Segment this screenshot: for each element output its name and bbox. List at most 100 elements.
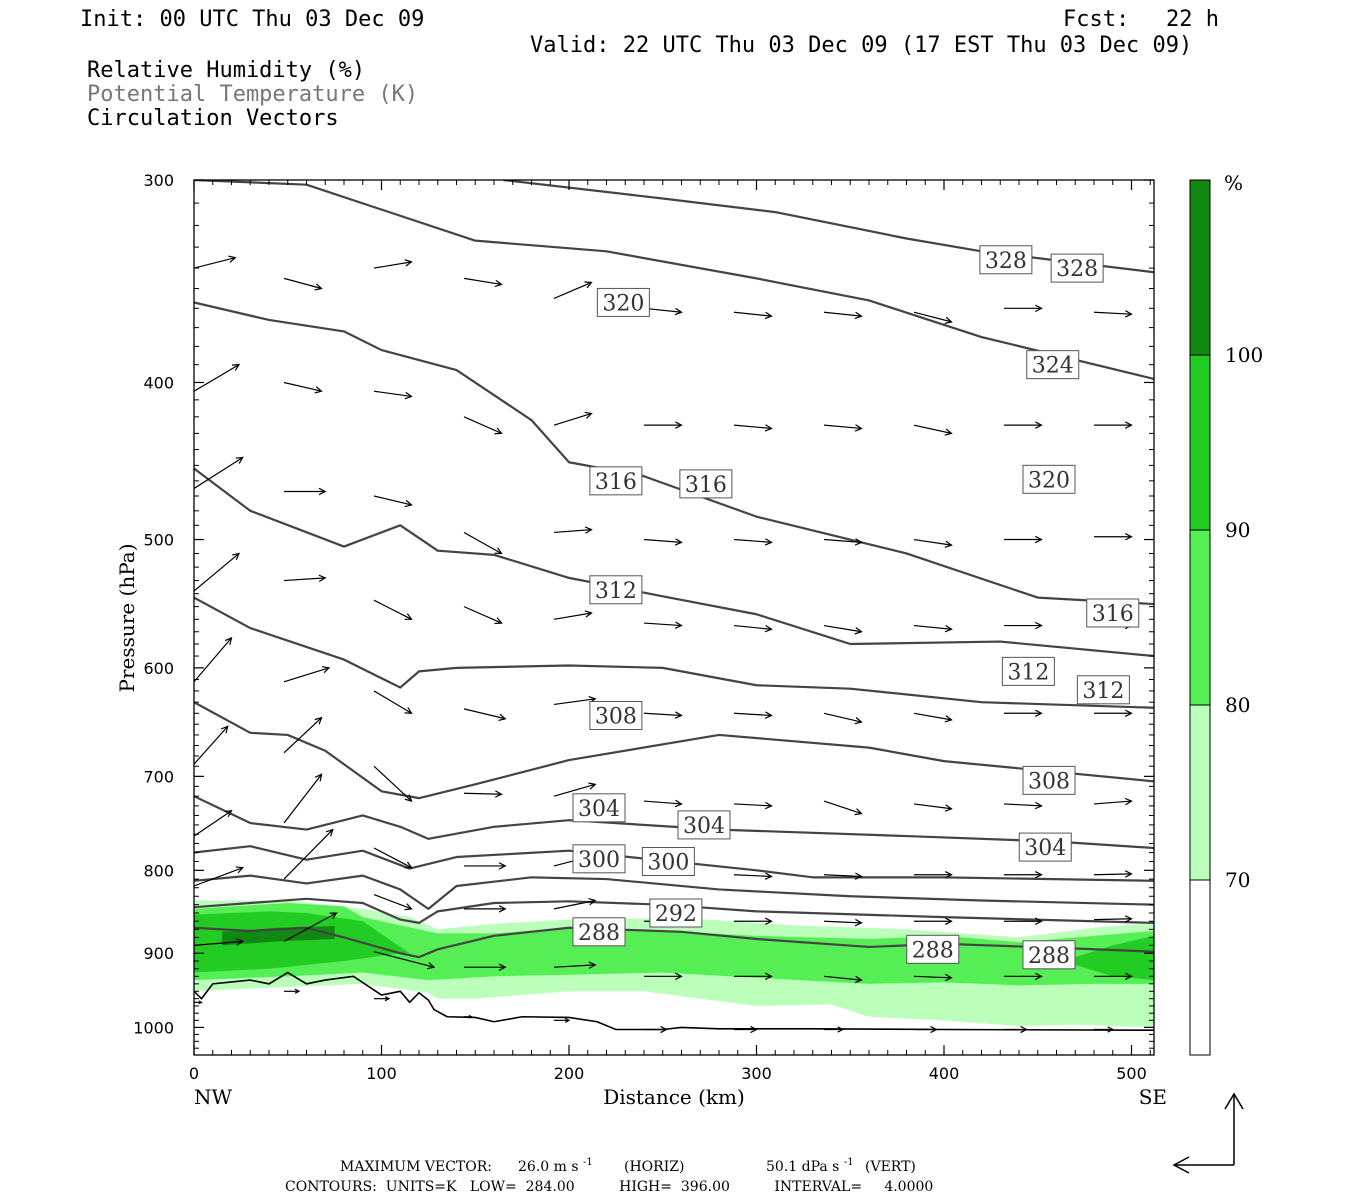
x-tick-label: 100 [366,1064,397,1083]
isentrope-324 [194,180,1154,381]
circulation-vector [733,711,773,719]
svg-text:312: 312 [595,579,637,604]
circulation-vector [283,381,323,394]
y-tick-label: 300 [143,171,174,190]
y-tick-label: 900 [143,944,174,963]
circulation-vector [1094,533,1133,541]
x-end-label-se: SE [1139,1085,1167,1109]
circulation-vector [733,624,773,633]
svg-text:324: 324 [1032,354,1074,379]
circulation-vector [194,552,241,592]
contour-label: 288 [572,917,626,947]
circulation-vector [464,963,507,971]
contour-label: 312 [1076,675,1130,705]
svg-text:320: 320 [1028,468,1070,493]
svg-text:312: 312 [1007,660,1049,685]
y-tick-label: 800 [143,861,174,880]
circulation-vector [283,574,327,582]
circulation-vector [823,624,863,635]
colorbar-segment [1190,705,1210,880]
contour-label: 308 [589,700,643,730]
circulation-vector [553,281,593,300]
circulation-vector [1004,1025,1028,1034]
svg-text:288: 288 [912,938,954,963]
circulation-vector [373,259,413,269]
isentrope-292 [194,897,1154,924]
svg-text:316: 316 [1092,602,1134,627]
contour-label: 328 [979,245,1033,275]
init-time: Init: 00 UTC Thu 03 Dec 09 [80,7,424,32]
contour-label: 328 [1050,253,1104,283]
contour-label: 300 [641,846,695,876]
x-tick-label: 0 [189,1064,199,1083]
circulation-vector [1004,917,1043,925]
x-tick-label: 200 [554,1064,585,1083]
circulation-vector [373,690,413,714]
circulation-vector [1004,535,1043,544]
colorbar-level-label: 100 [1225,343,1263,367]
circulation-vector [1094,972,1133,981]
circulation-vector [464,1014,473,1019]
colorbar-unit: % [1224,171,1243,195]
circulation-vector [373,599,413,620]
contour-label: 316 [1086,598,1140,628]
circulation-vector [823,424,863,432]
circulation-vector [734,917,773,925]
circulation-vector [1094,421,1133,429]
y-tick-label: 700 [143,767,174,786]
circulation-vector [643,538,683,546]
contour-label: 316 [589,466,643,496]
circulation-vector [373,951,436,970]
circulation-vector [553,526,593,534]
circulation-vector [194,938,245,946]
footer-max-vector: MAXIMUM VECTOR: 26.0 m s -1 (HORIZ) 50.1… [340,1153,916,1175]
legend-relative-humidity: Relative Humidity (%) [87,58,365,83]
svg-text:320: 320 [602,291,644,316]
circulation-vector [1004,871,1043,879]
circulation-vector [734,1025,758,1034]
circulation-vector [194,456,244,489]
svg-text:304: 304 [683,814,725,839]
terrain-surface [194,971,1154,1032]
circulation-vector [1004,972,1043,981]
colorbar-segment [1190,180,1210,355]
circulation-vector [283,773,323,824]
circulation-vector [644,972,683,981]
terrain-line [194,971,1154,1032]
circulation-vector [283,912,338,942]
circulation-vector [284,988,301,994]
isentrope-296 [194,874,1154,910]
circulation-vector [643,799,683,808]
circulation-vector [194,636,233,683]
circulation-vector [464,862,507,870]
circulation-vector [1004,709,1043,717]
circulation-vector [823,311,863,320]
contour-label: 316 [679,469,733,499]
svg-text:304: 304 [1024,836,1066,861]
rh-region-80-1 [194,903,1154,986]
circulation-vector [643,307,683,316]
circulation-vector [1003,801,1043,810]
y-tick-label: 1000 [133,1018,174,1037]
circulation-vector [373,847,413,869]
colorbar-segment [1190,355,1210,530]
colorbar-frame [1189,179,1211,1056]
circulation-vector [733,311,773,320]
circulation-vector [823,872,863,880]
x-tick-label: 300 [741,1064,772,1083]
colorbar: 70 80 90 100 [1189,179,1263,1056]
x-tick-label: 500 [1116,1064,1147,1083]
circulation-vector [553,961,597,969]
colorbar-level-label: 90 [1225,518,1250,542]
reference-vector-icon [1172,1092,1244,1174]
rh-region-90-3 [1075,935,1154,981]
circulation-vector [733,801,773,810]
circulation-vector [823,538,863,546]
circulation-vector [553,898,597,910]
svg-text:308: 308 [595,704,637,729]
rh-region-90-2 [194,911,410,973]
svg-text:328: 328 [1056,257,1098,282]
circulation-vector [643,621,683,629]
svg-text:312: 312 [1082,679,1124,704]
svg-text:316: 316 [595,470,637,495]
